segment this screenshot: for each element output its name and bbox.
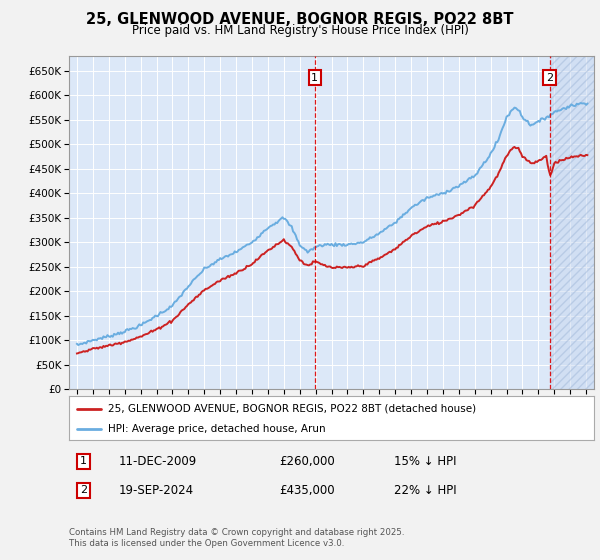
Text: 25, GLENWOOD AVENUE, BOGNOR REGIS, PO22 8BT: 25, GLENWOOD AVENUE, BOGNOR REGIS, PO22 …: [86, 12, 514, 27]
Text: 11-DEC-2009: 11-DEC-2009: [119, 455, 197, 468]
Text: 25, GLENWOOD AVENUE, BOGNOR REGIS, PO22 8BT (detached house): 25, GLENWOOD AVENUE, BOGNOR REGIS, PO22 …: [109, 404, 476, 413]
Bar: [550, 56, 594, 389]
Text: £435,000: £435,000: [279, 484, 335, 497]
Text: 2: 2: [80, 486, 87, 496]
Text: 22% ↓ HPI: 22% ↓ HPI: [395, 484, 457, 497]
Bar: [550, 56, 594, 389]
Text: 15% ↓ HPI: 15% ↓ HPI: [395, 455, 457, 468]
Text: Contains HM Land Registry data © Crown copyright and database right 2025.
This d: Contains HM Land Registry data © Crown c…: [69, 528, 404, 548]
Text: 19-SEP-2024: 19-SEP-2024: [119, 484, 194, 497]
Text: £260,000: £260,000: [279, 455, 335, 468]
Text: Price paid vs. HM Land Registry's House Price Index (HPI): Price paid vs. HM Land Registry's House …: [131, 24, 469, 36]
Text: 1: 1: [80, 456, 87, 466]
Text: 2: 2: [546, 73, 553, 83]
Text: HPI: Average price, detached house, Arun: HPI: Average price, detached house, Arun: [109, 424, 326, 434]
Text: 1: 1: [311, 73, 318, 83]
